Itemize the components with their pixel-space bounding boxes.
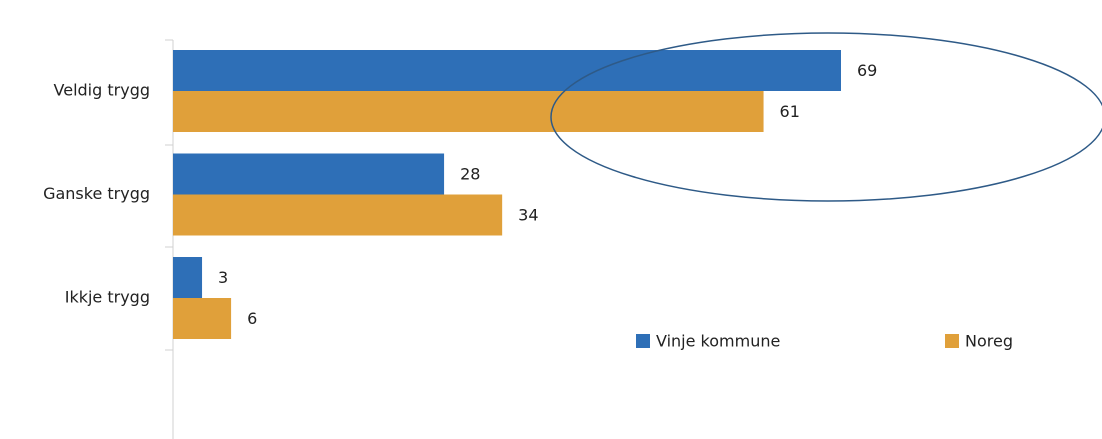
- bar: [173, 50, 841, 91]
- data-label: 34: [518, 206, 538, 225]
- category-label: Ikkje trygg: [65, 288, 150, 307]
- bar: [173, 194, 503, 236]
- legend-label: Noreg: [965, 332, 1013, 351]
- bar: [173, 153, 445, 195]
- category-label: Veldig trygg: [54, 81, 150, 100]
- data-label: 61: [780, 102, 800, 121]
- highlight-ellipse: [550, 32, 1102, 202]
- data-label: 69: [857, 61, 877, 80]
- plot: Veldig trygg 69 61 Ganske trygg 28 34 Ikkje tr…: [43, 50, 1013, 351]
- legend-swatch: [945, 334, 959, 348]
- bar: [173, 257, 203, 298]
- legend-label: Vinje kommune: [656, 332, 780, 351]
- category-label: Ganske trygg: [43, 184, 150, 203]
- data-label: 28: [460, 165, 480, 184]
- data-label: 3: [218, 268, 228, 287]
- bar: [173, 298, 232, 339]
- bar: [173, 91, 764, 132]
- data-label: 6: [247, 309, 257, 328]
- legend-swatch: [636, 334, 650, 348]
